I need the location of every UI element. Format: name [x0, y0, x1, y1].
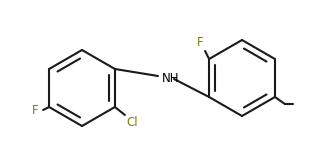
Text: NH: NH — [162, 71, 179, 85]
Text: F: F — [196, 36, 203, 49]
Text: F: F — [32, 103, 38, 117]
Text: Cl: Cl — [126, 116, 137, 129]
